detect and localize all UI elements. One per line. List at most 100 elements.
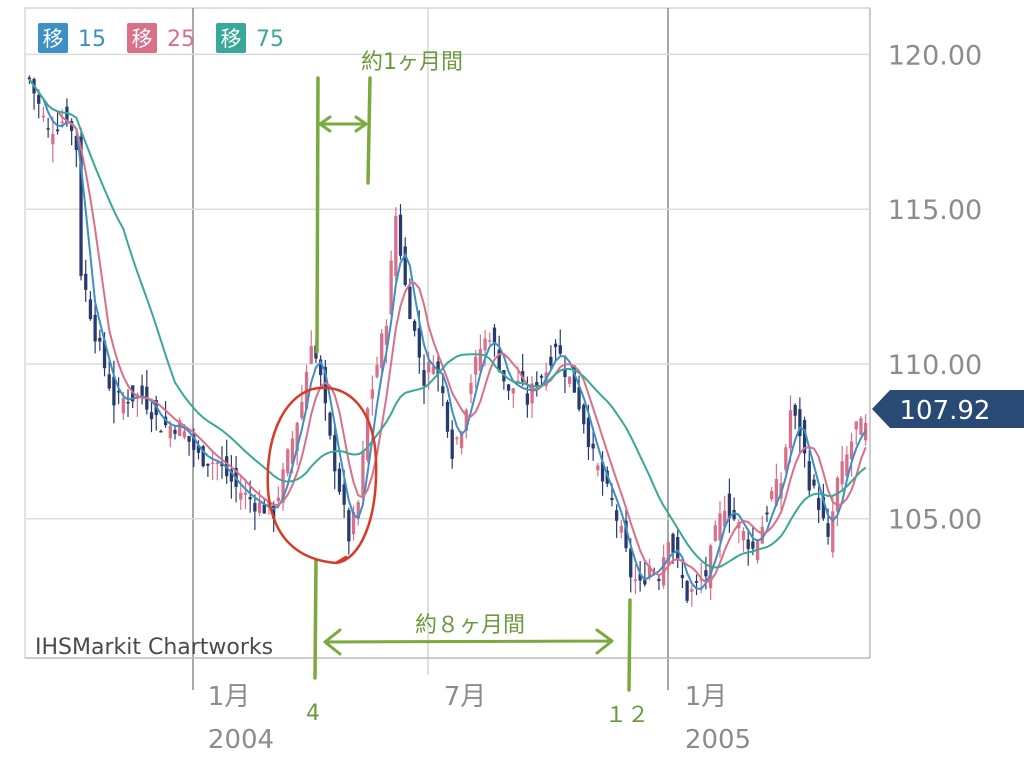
- candle-body: [723, 510, 727, 527]
- candle-body: [441, 386, 445, 394]
- legend-label: 移: [221, 27, 242, 51]
- candle-body: [295, 422, 299, 452]
- candle-body: [760, 526, 764, 544]
- legend-label: 移: [43, 27, 64, 51]
- candle-body: [492, 327, 497, 344]
- candle-body: [840, 461, 844, 485]
- candle-body: [690, 588, 694, 592]
- x-tick-label: 1月: [208, 682, 251, 712]
- candle-body: [243, 492, 248, 495]
- candle-body: [718, 513, 722, 541]
- candle-body: [361, 450, 365, 497]
- candle-body: [497, 349, 501, 372]
- candle-body: [812, 479, 816, 486]
- candle-body: [55, 129, 60, 132]
- candle-body: [159, 431, 163, 433]
- legend-swatch: [127, 23, 157, 53]
- moving-average-lines: [28, 78, 867, 590]
- candle-body: [328, 412, 332, 436]
- legend-item-ma25[interactable]: 移 25: [127, 23, 195, 53]
- candle-body: [149, 412, 154, 420]
- candle-body: [300, 401, 304, 419]
- candle-body: [699, 579, 703, 581]
- candle-body: [676, 537, 680, 559]
- candle-body: [182, 431, 187, 438]
- candle-body: [666, 542, 670, 564]
- last-price-badge: 107.92: [872, 390, 1024, 428]
- candle-body: [65, 106, 69, 123]
- candle-body: [445, 401, 450, 432]
- candle-body: [412, 320, 417, 331]
- ma-line-75: [28, 78, 867, 569]
- candle-body: [60, 121, 64, 124]
- annotation-label-8months: 約８ヶ月間: [415, 613, 525, 638]
- candle-body: [276, 497, 281, 502]
- candle-body: [727, 493, 732, 519]
- candle-body: [774, 478, 779, 506]
- candle-body: [281, 469, 285, 503]
- candle-body: [539, 375, 544, 378]
- candle-body: [849, 441, 854, 460]
- candle-body: [558, 345, 562, 354]
- candle-body: [770, 491, 774, 500]
- annotation-vline-december: [627, 598, 632, 692]
- candle-body: [436, 361, 440, 374]
- legend-swatch: [38, 23, 68, 53]
- legend-value: 25: [167, 27, 195, 52]
- candlesticks: [27, 75, 868, 607]
- candle-body: [69, 121, 74, 131]
- legend-item-ma15[interactable]: 移 15: [38, 23, 106, 53]
- watermark: IHSMarkit Chartworks: [35, 635, 273, 660]
- candle-body: [802, 420, 807, 454]
- candle-body: [351, 511, 356, 535]
- candle-body: [79, 136, 83, 276]
- x-tick-sublabel: 2005: [685, 725, 751, 755]
- candle-body: [450, 429, 454, 459]
- candle-body: [746, 539, 750, 549]
- annotation-marker-april: 4: [306, 701, 320, 726]
- candle-body: [365, 408, 370, 461]
- candle-body: [525, 393, 530, 405]
- candle-body: [624, 520, 628, 549]
- y-tick-label: 110.00: [888, 350, 982, 381]
- annotation-vline-left-top: [315, 76, 320, 354]
- candle-body: [535, 382, 539, 386]
- candle-body: [102, 340, 107, 369]
- candle-body: [563, 369, 567, 377]
- annotation-vline-right-top: [366, 76, 372, 185]
- candle-body: [488, 340, 492, 342]
- ma-line-15: [28, 78, 867, 590]
- annotation-label-1month: 約1ヶ月間: [361, 50, 463, 75]
- candle-body: [173, 429, 177, 434]
- candle-body: [187, 435, 191, 442]
- candle-body: [817, 498, 821, 510]
- candle-body: [826, 523, 830, 537]
- candle-body: [643, 578, 647, 585]
- candle-body: [614, 510, 619, 521]
- candle-body: [629, 548, 633, 578]
- candle-body: [478, 349, 483, 371]
- candle-body: [319, 359, 323, 376]
- candle-body: [854, 421, 858, 430]
- candle-body: [253, 503, 257, 512]
- candle-body: [51, 133, 55, 145]
- candle-body: [469, 382, 473, 394]
- candle-body: [713, 525, 717, 541]
- candle-body: [798, 409, 802, 437]
- candle-body: [600, 461, 605, 482]
- y-tick-label: 105.00: [888, 505, 982, 536]
- candle-body: [46, 128, 50, 130]
- candle-body: [107, 374, 111, 389]
- candle-body: [248, 497, 252, 500]
- candle-body: [553, 343, 558, 348]
- candle-body: [788, 410, 793, 449]
- candle-body: [657, 579, 661, 581]
- legend-item-ma75[interactable]: 移 75: [216, 23, 284, 53]
- candle-body: [398, 214, 403, 256]
- candle-body: [93, 314, 97, 342]
- legend-swatch: [216, 23, 246, 53]
- candle-body: [210, 462, 215, 465]
- candle-body: [286, 449, 290, 474]
- last-price-marker: [872, 390, 1024, 428]
